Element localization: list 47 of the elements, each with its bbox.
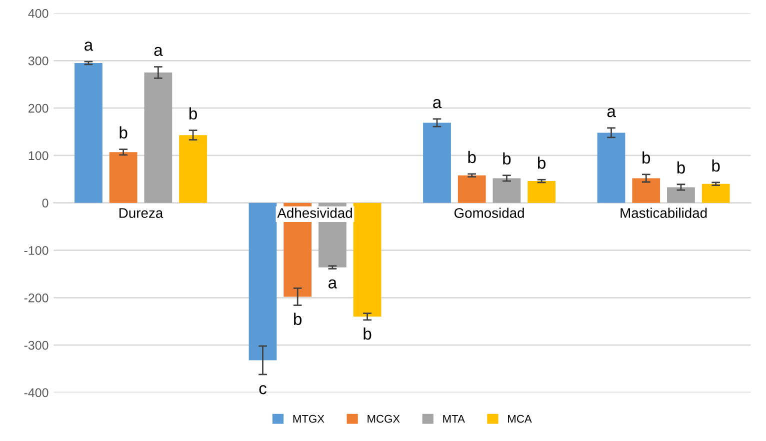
y-tick-label: 300: [28, 56, 48, 66]
data-label: b: [294, 312, 302, 326]
x-tick-label: Adhesividad: [277, 208, 352, 218]
x-tick-label: Gomosidad: [454, 208, 524, 218]
legend-label: MCA: [508, 414, 532, 423]
bar: [458, 175, 486, 203]
data-label: b: [120, 126, 128, 138]
data-label: a: [154, 46, 163, 56]
y-tick-label: -300: [24, 340, 48, 350]
bar: [109, 152, 138, 203]
y-tick-label: -100: [24, 246, 48, 255]
data-label: b: [189, 107, 197, 120]
bar: [597, 132, 626, 203]
bar: [702, 184, 730, 203]
bar: [632, 178, 660, 203]
data-label: c: [259, 385, 266, 394]
data-label: b: [642, 151, 650, 164]
x-tick-label: Dureza: [120, 208, 164, 218]
bar: [492, 178, 521, 203]
y-tick-label: -400: [24, 388, 48, 398]
y-tick-label: 400: [28, 9, 48, 18]
bar: [528, 181, 556, 203]
bar: [353, 202, 382, 317]
data-label: a: [328, 279, 338, 289]
data-label: b: [677, 161, 685, 174]
y-tick-label: 0: [42, 198, 48, 208]
bar: [144, 72, 172, 203]
data-label: a: [607, 108, 616, 118]
data-label: b: [538, 156, 546, 169]
y-tick-label: -200: [24, 293, 48, 302]
legend-label: MTGX: [293, 414, 324, 423]
bar: [423, 122, 451, 203]
bar: [248, 202, 277, 360]
data-label: b: [712, 159, 720, 172]
x-tick-label: Masticabilidad: [620, 208, 707, 218]
legend-label: MCGX: [368, 414, 400, 423]
bar: [179, 135, 207, 203]
y-tick-label: 100: [28, 151, 48, 160]
data-label: b: [503, 152, 511, 165]
data-label: b: [364, 327, 372, 340]
data-label: b: [468, 150, 476, 164]
y-tick-label: 200: [28, 104, 48, 113]
data-label: a: [84, 42, 94, 51]
data-label: a: [433, 99, 442, 108]
legend-label: MTA: [443, 415, 465, 423]
bar: [74, 63, 102, 203]
bar: [667, 187, 695, 203]
